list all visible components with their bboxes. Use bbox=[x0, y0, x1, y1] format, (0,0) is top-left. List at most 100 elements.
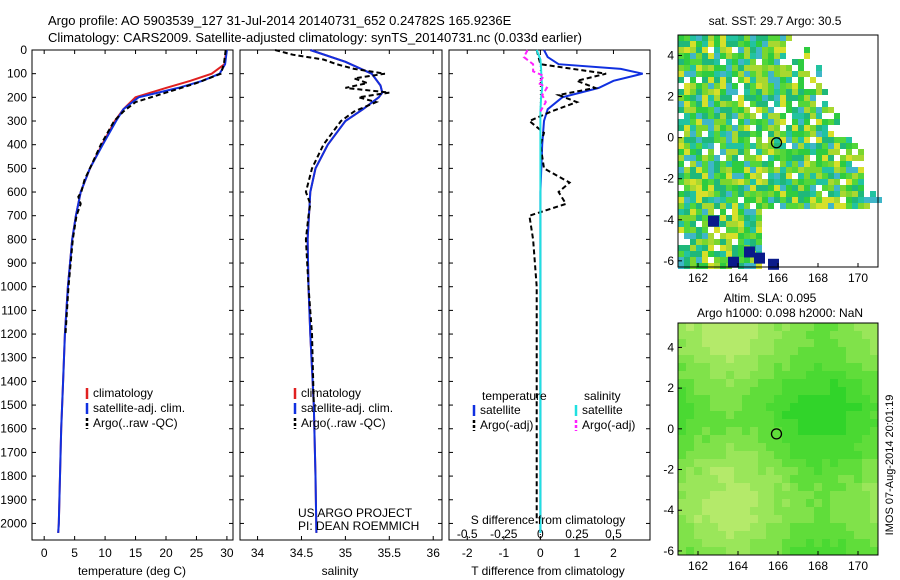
map-cell bbox=[744, 113, 750, 119]
map-cell bbox=[762, 149, 768, 155]
map-cell bbox=[720, 185, 726, 191]
map-cell bbox=[840, 161, 846, 167]
map-cell bbox=[822, 387, 830, 395]
legend-label: climatology bbox=[93, 386, 153, 400]
map-cell bbox=[738, 131, 744, 137]
map-cell bbox=[780, 143, 786, 149]
map-cell bbox=[690, 257, 696, 263]
map-cell bbox=[710, 539, 718, 547]
map-cell bbox=[786, 77, 792, 83]
map-cell bbox=[744, 215, 750, 221]
map-cell bbox=[822, 507, 830, 515]
map-cell bbox=[726, 197, 732, 203]
map-cell bbox=[758, 515, 766, 523]
map-cell bbox=[758, 491, 766, 499]
map-cell bbox=[828, 107, 834, 113]
map-cell bbox=[750, 179, 756, 185]
map-cell bbox=[702, 355, 710, 363]
map-cell bbox=[678, 539, 686, 547]
map-cell bbox=[750, 491, 758, 499]
map-cell bbox=[678, 395, 686, 403]
map-cell bbox=[750, 113, 756, 119]
map-cell bbox=[780, 137, 786, 143]
map-cell bbox=[870, 339, 878, 347]
map-cell bbox=[830, 531, 838, 539]
map-cell bbox=[870, 395, 878, 403]
map-cell bbox=[694, 387, 702, 395]
map-cell-cold bbox=[708, 215, 719, 227]
map-cell bbox=[798, 427, 806, 435]
map-cell bbox=[782, 483, 790, 491]
map-cell bbox=[846, 411, 854, 419]
map-cell bbox=[702, 491, 710, 499]
legend-heading: salinity bbox=[584, 389, 621, 403]
map-cell bbox=[690, 71, 696, 77]
map-cell bbox=[742, 339, 750, 347]
map-cell bbox=[782, 499, 790, 507]
map-cell bbox=[766, 523, 774, 531]
map-cell bbox=[684, 131, 690, 137]
map-cell bbox=[828, 161, 834, 167]
map-cell bbox=[678, 371, 686, 379]
map-cell bbox=[726, 203, 732, 209]
map-cell bbox=[790, 467, 798, 475]
project-label: US ARGO PROJECT bbox=[298, 506, 413, 520]
map-x-tick-label: 166 bbox=[768, 271, 788, 285]
map-cell bbox=[714, 251, 720, 257]
map-cell bbox=[678, 459, 686, 467]
map-cell bbox=[840, 203, 846, 209]
map-cell bbox=[702, 347, 710, 355]
map-cell bbox=[684, 227, 690, 233]
map-cell bbox=[726, 173, 732, 179]
s-diff-tick-label: -0.5 bbox=[457, 527, 478, 541]
map-cell bbox=[792, 167, 798, 173]
map-cell-cold bbox=[768, 258, 779, 270]
map-cell bbox=[732, 209, 738, 215]
map-cell bbox=[738, 125, 744, 131]
map-cell bbox=[804, 167, 810, 173]
map-cell bbox=[766, 539, 774, 547]
map-cell bbox=[720, 239, 726, 245]
map-cell bbox=[846, 435, 854, 443]
map-cell bbox=[838, 523, 846, 531]
map-cell bbox=[710, 491, 718, 499]
map-cell bbox=[708, 179, 714, 185]
map-cell bbox=[732, 101, 738, 107]
map-cell bbox=[702, 531, 710, 539]
map-cell bbox=[702, 119, 708, 125]
map-cell bbox=[696, 95, 702, 101]
map-cell bbox=[750, 221, 756, 227]
map-cell bbox=[686, 395, 694, 403]
temperature-panel-frame bbox=[31, 49, 234, 541]
depth-tick-label: 500 bbox=[7, 161, 27, 175]
map-cell bbox=[838, 451, 846, 459]
map-cell bbox=[690, 83, 696, 89]
map-cell bbox=[798, 411, 806, 419]
map-cell bbox=[762, 89, 768, 95]
map-cell bbox=[686, 347, 694, 355]
map-cell bbox=[854, 395, 862, 403]
map-x-tick-label: 170 bbox=[848, 559, 868, 573]
map-cell bbox=[810, 167, 816, 173]
map-cell bbox=[834, 119, 840, 125]
map-cell bbox=[814, 459, 822, 467]
map-cell bbox=[870, 379, 878, 387]
map-cell bbox=[774, 47, 780, 53]
map-cell bbox=[834, 179, 840, 185]
map-cell bbox=[838, 395, 846, 403]
x-tick-label: 0 bbox=[41, 546, 48, 560]
map-cell bbox=[792, 119, 798, 125]
map-cell bbox=[774, 331, 782, 339]
map-cell bbox=[768, 197, 774, 203]
map-cell bbox=[758, 531, 766, 539]
map-cell bbox=[756, 143, 762, 149]
legend-label: Argo(-adj) bbox=[582, 418, 635, 432]
map-cell bbox=[782, 371, 790, 379]
map-cell bbox=[696, 137, 702, 143]
map-cell bbox=[774, 371, 782, 379]
map-cell bbox=[822, 419, 830, 427]
map-cell bbox=[702, 251, 708, 257]
map-cell bbox=[732, 233, 738, 239]
map-cell bbox=[854, 459, 862, 467]
